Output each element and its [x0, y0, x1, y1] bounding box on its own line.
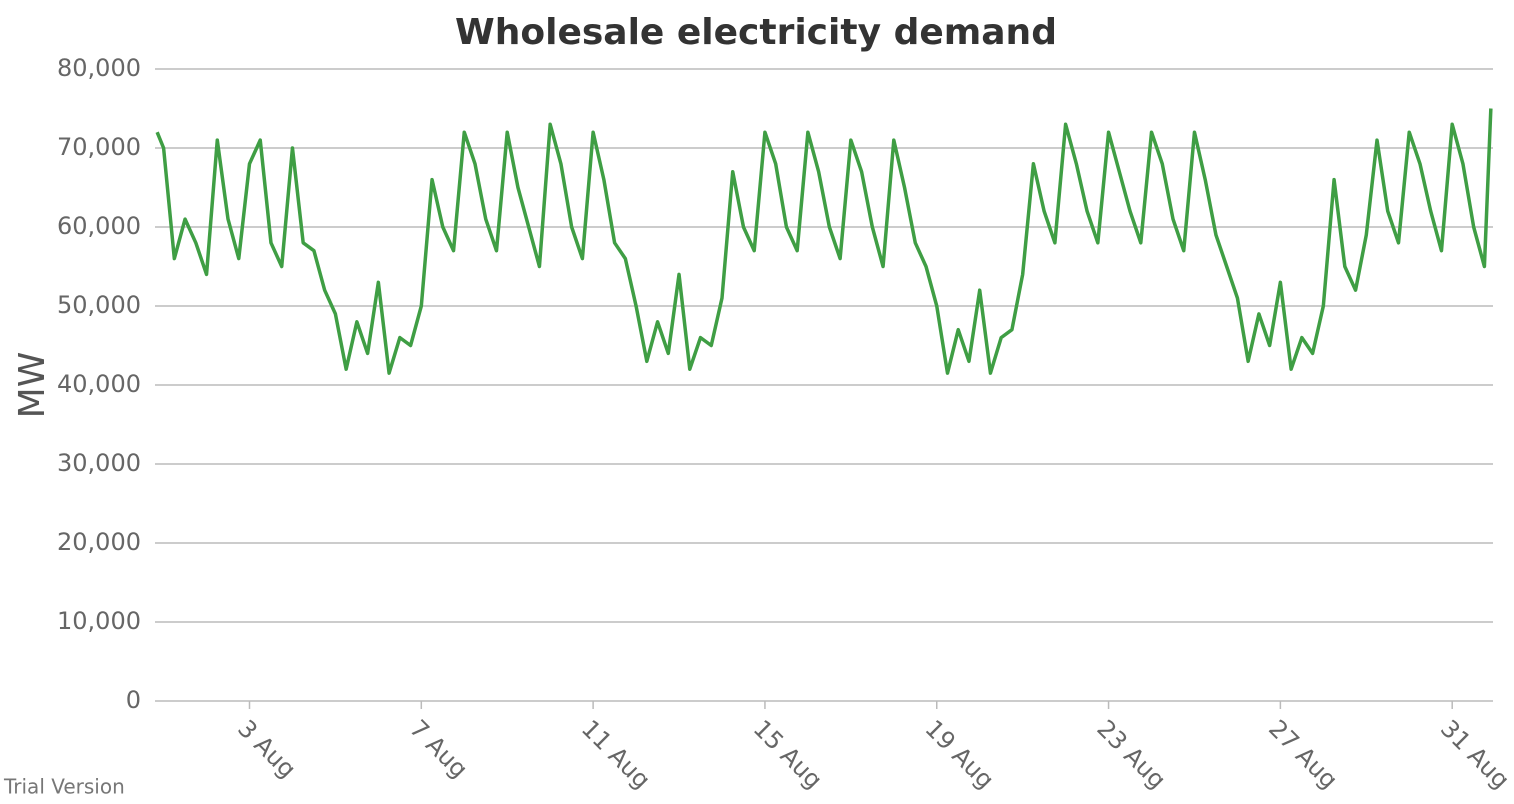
x-tick-label: 19 Aug: [920, 714, 1000, 794]
y-tick-label: 60,000: [57, 212, 141, 240]
y-tick-label: 10,000: [57, 607, 141, 635]
y-tick-label: 30,000: [57, 449, 141, 477]
y-tick-label: 20,000: [57, 528, 141, 556]
y-tick-label: 70,000: [57, 133, 141, 161]
y-tick-label: 50,000: [57, 291, 141, 319]
y-axis-label: MW: [12, 352, 53, 419]
watermark: Trial Version: [3, 775, 125, 799]
x-tick-label: 11 Aug: [576, 714, 656, 794]
chart-title: Wholesale electricity demand: [455, 12, 1057, 53]
y-tick-label: 40,000: [57, 370, 141, 398]
x-tick-label: 23 Aug: [1091, 714, 1171, 794]
y-tick-label: 0: [126, 686, 141, 714]
x-tick-label: 31 Aug: [1435, 714, 1514, 794]
x-tick-label: 27 Aug: [1263, 714, 1343, 794]
x-tick-label: 7 Aug: [404, 714, 473, 783]
data-line: [155, 108, 1493, 375]
x-tick-label: 15 Aug: [748, 714, 828, 794]
x-tick-label: 3 Aug: [232, 714, 301, 783]
y-tick-label: 80,000: [57, 54, 141, 82]
